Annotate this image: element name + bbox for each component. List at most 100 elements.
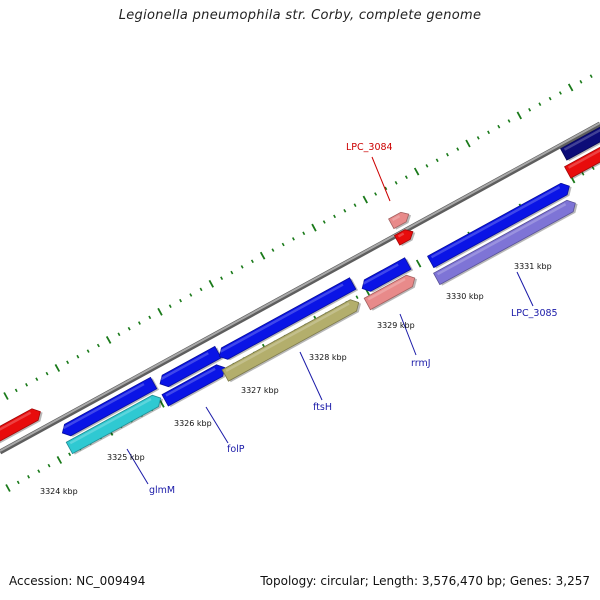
gene-label-lpc3085: LPC_3085 — [511, 308, 558, 319]
upper-tick — [281, 242, 285, 247]
upper-tick — [25, 383, 29, 387]
upper-tick — [465, 139, 471, 148]
upper-tick — [445, 152, 449, 157]
genome-backbone — [0, 121, 600, 455]
upper-tick — [189, 293, 193, 297]
upper-tick — [168, 304, 172, 308]
lower-tick — [68, 452, 72, 457]
upper-tick — [558, 91, 562, 95]
upper-tick — [394, 181, 398, 185]
tick-label-3325: 3325 kbp — [107, 453, 145, 462]
upper-tick — [271, 248, 275, 252]
upper-tick — [384, 186, 388, 191]
lower-tick — [37, 469, 41, 473]
upper-tick — [435, 158, 439, 163]
tick-labels: 3324 kbp 3325 kbp 3326 kbp 3327 kbp 3328… — [40, 262, 552, 496]
lower-tick — [5, 484, 11, 492]
gene-blue-small-2 — [361, 257, 414, 293]
leader-glmM — [126, 448, 149, 485]
gene-labels: LPC_3084 glmM folP ftsH rrmJ LPC_3085 — [149, 142, 558, 496]
upper-tick — [157, 307, 163, 316]
leader-rrmJ — [399, 313, 417, 356]
upper-tick — [148, 315, 152, 320]
upper-tick — [220, 276, 224, 280]
upper-tick — [250, 259, 254, 264]
tick-label-3324: 3324 kbp — [40, 487, 78, 496]
upper-tick — [579, 80, 583, 84]
upper-tick — [589, 74, 593, 78]
upper-tick — [333, 214, 337, 219]
upper-tick — [179, 298, 183, 303]
upper-tick — [3, 392, 9, 400]
upper-tick — [117, 332, 121, 337]
upper-tick — [96, 343, 100, 348]
tick-label-3326: 3326 kbp — [174, 419, 212, 428]
tick-label-3330: 3330 kbp — [446, 292, 484, 301]
gene-label-ftsH: ftsH — [313, 402, 332, 413]
upper-tick — [528, 108, 532, 112]
upper-tick — [137, 321, 141, 325]
upper-tick — [362, 195, 368, 204]
gene-label-glmM: glmM — [149, 485, 175, 496]
upper-tick — [425, 164, 429, 168]
upper-tick — [54, 363, 61, 372]
upper-tick — [199, 287, 203, 292]
lower-tick — [591, 166, 595, 170]
map-title: Legionella pneumophila str. Corby, compl… — [118, 8, 482, 23]
tick-label-3329: 3329 kbp — [377, 321, 415, 330]
gene-label-rrmJ: rrmJ — [411, 358, 431, 369]
gene-red-right-edge — [564, 140, 600, 180]
gene-glmM-cyan — [65, 394, 163, 455]
upper-tick — [208, 279, 214, 288]
lower-tick — [47, 463, 51, 468]
lower-tick — [581, 172, 585, 176]
lower-tick — [56, 455, 63, 464]
upper-tick — [127, 326, 131, 331]
upper-tick — [240, 265, 244, 269]
genome-summary-text: Topology: circular; Length: 3,576,470 bp… — [260, 574, 590, 588]
upper-tick — [230, 270, 234, 275]
upper-tick — [538, 102, 542, 106]
upper-tick — [516, 111, 522, 120]
upper-tick — [548, 96, 552, 101]
tick-label-3328: 3328 kbp — [309, 353, 347, 362]
leader-lpc3084 — [371, 156, 391, 202]
gene-blue-ftsH-upper — [218, 277, 359, 361]
upper-tick — [76, 354, 80, 359]
lower-tick — [16, 480, 20, 485]
upper-tick — [374, 192, 378, 196]
upper-tick — [291, 237, 295, 241]
tick-label-3327: 3327 kbp — [241, 386, 279, 395]
lower-tick — [415, 259, 422, 268]
upper-tick — [105, 335, 112, 344]
gene-blue-long-right — [427, 182, 572, 269]
label-leaders — [126, 156, 534, 485]
upper-tick — [45, 371, 49, 376]
upper-tick — [567, 83, 574, 92]
gene-lpc3085-lavender — [433, 199, 578, 286]
gene-ftsH-olive — [221, 299, 361, 383]
gene-red-left-edge — [0, 408, 43, 448]
upper-tick — [35, 377, 39, 381]
lower-tick — [355, 295, 359, 299]
upper-tick — [86, 349, 90, 353]
lower-tick — [27, 475, 31, 479]
upper-tick — [497, 124, 501, 129]
upper-tick — [343, 209, 347, 213]
leader-lpc3085 — [516, 271, 534, 307]
upper-tick — [507, 119, 511, 123]
upper-tick — [322, 220, 326, 224]
upper-tick — [404, 175, 408, 179]
upper-tick — [487, 130, 491, 135]
gene-navy-right-edge — [560, 122, 600, 162]
upper-tick — [413, 167, 420, 176]
gene-label-lpc3084: LPC_3084 — [346, 142, 393, 153]
tick-track-upper — [3, 69, 600, 400]
gene-label-folP: folP — [227, 444, 245, 455]
gene-blue-small-1 — [159, 345, 224, 388]
tick-label-3331: 3331 kbp — [514, 262, 552, 271]
accession-text: Accession: NC_009494 — [9, 574, 146, 588]
leader-ftsH — [299, 351, 323, 401]
gene-lpc3084-red — [393, 229, 416, 247]
